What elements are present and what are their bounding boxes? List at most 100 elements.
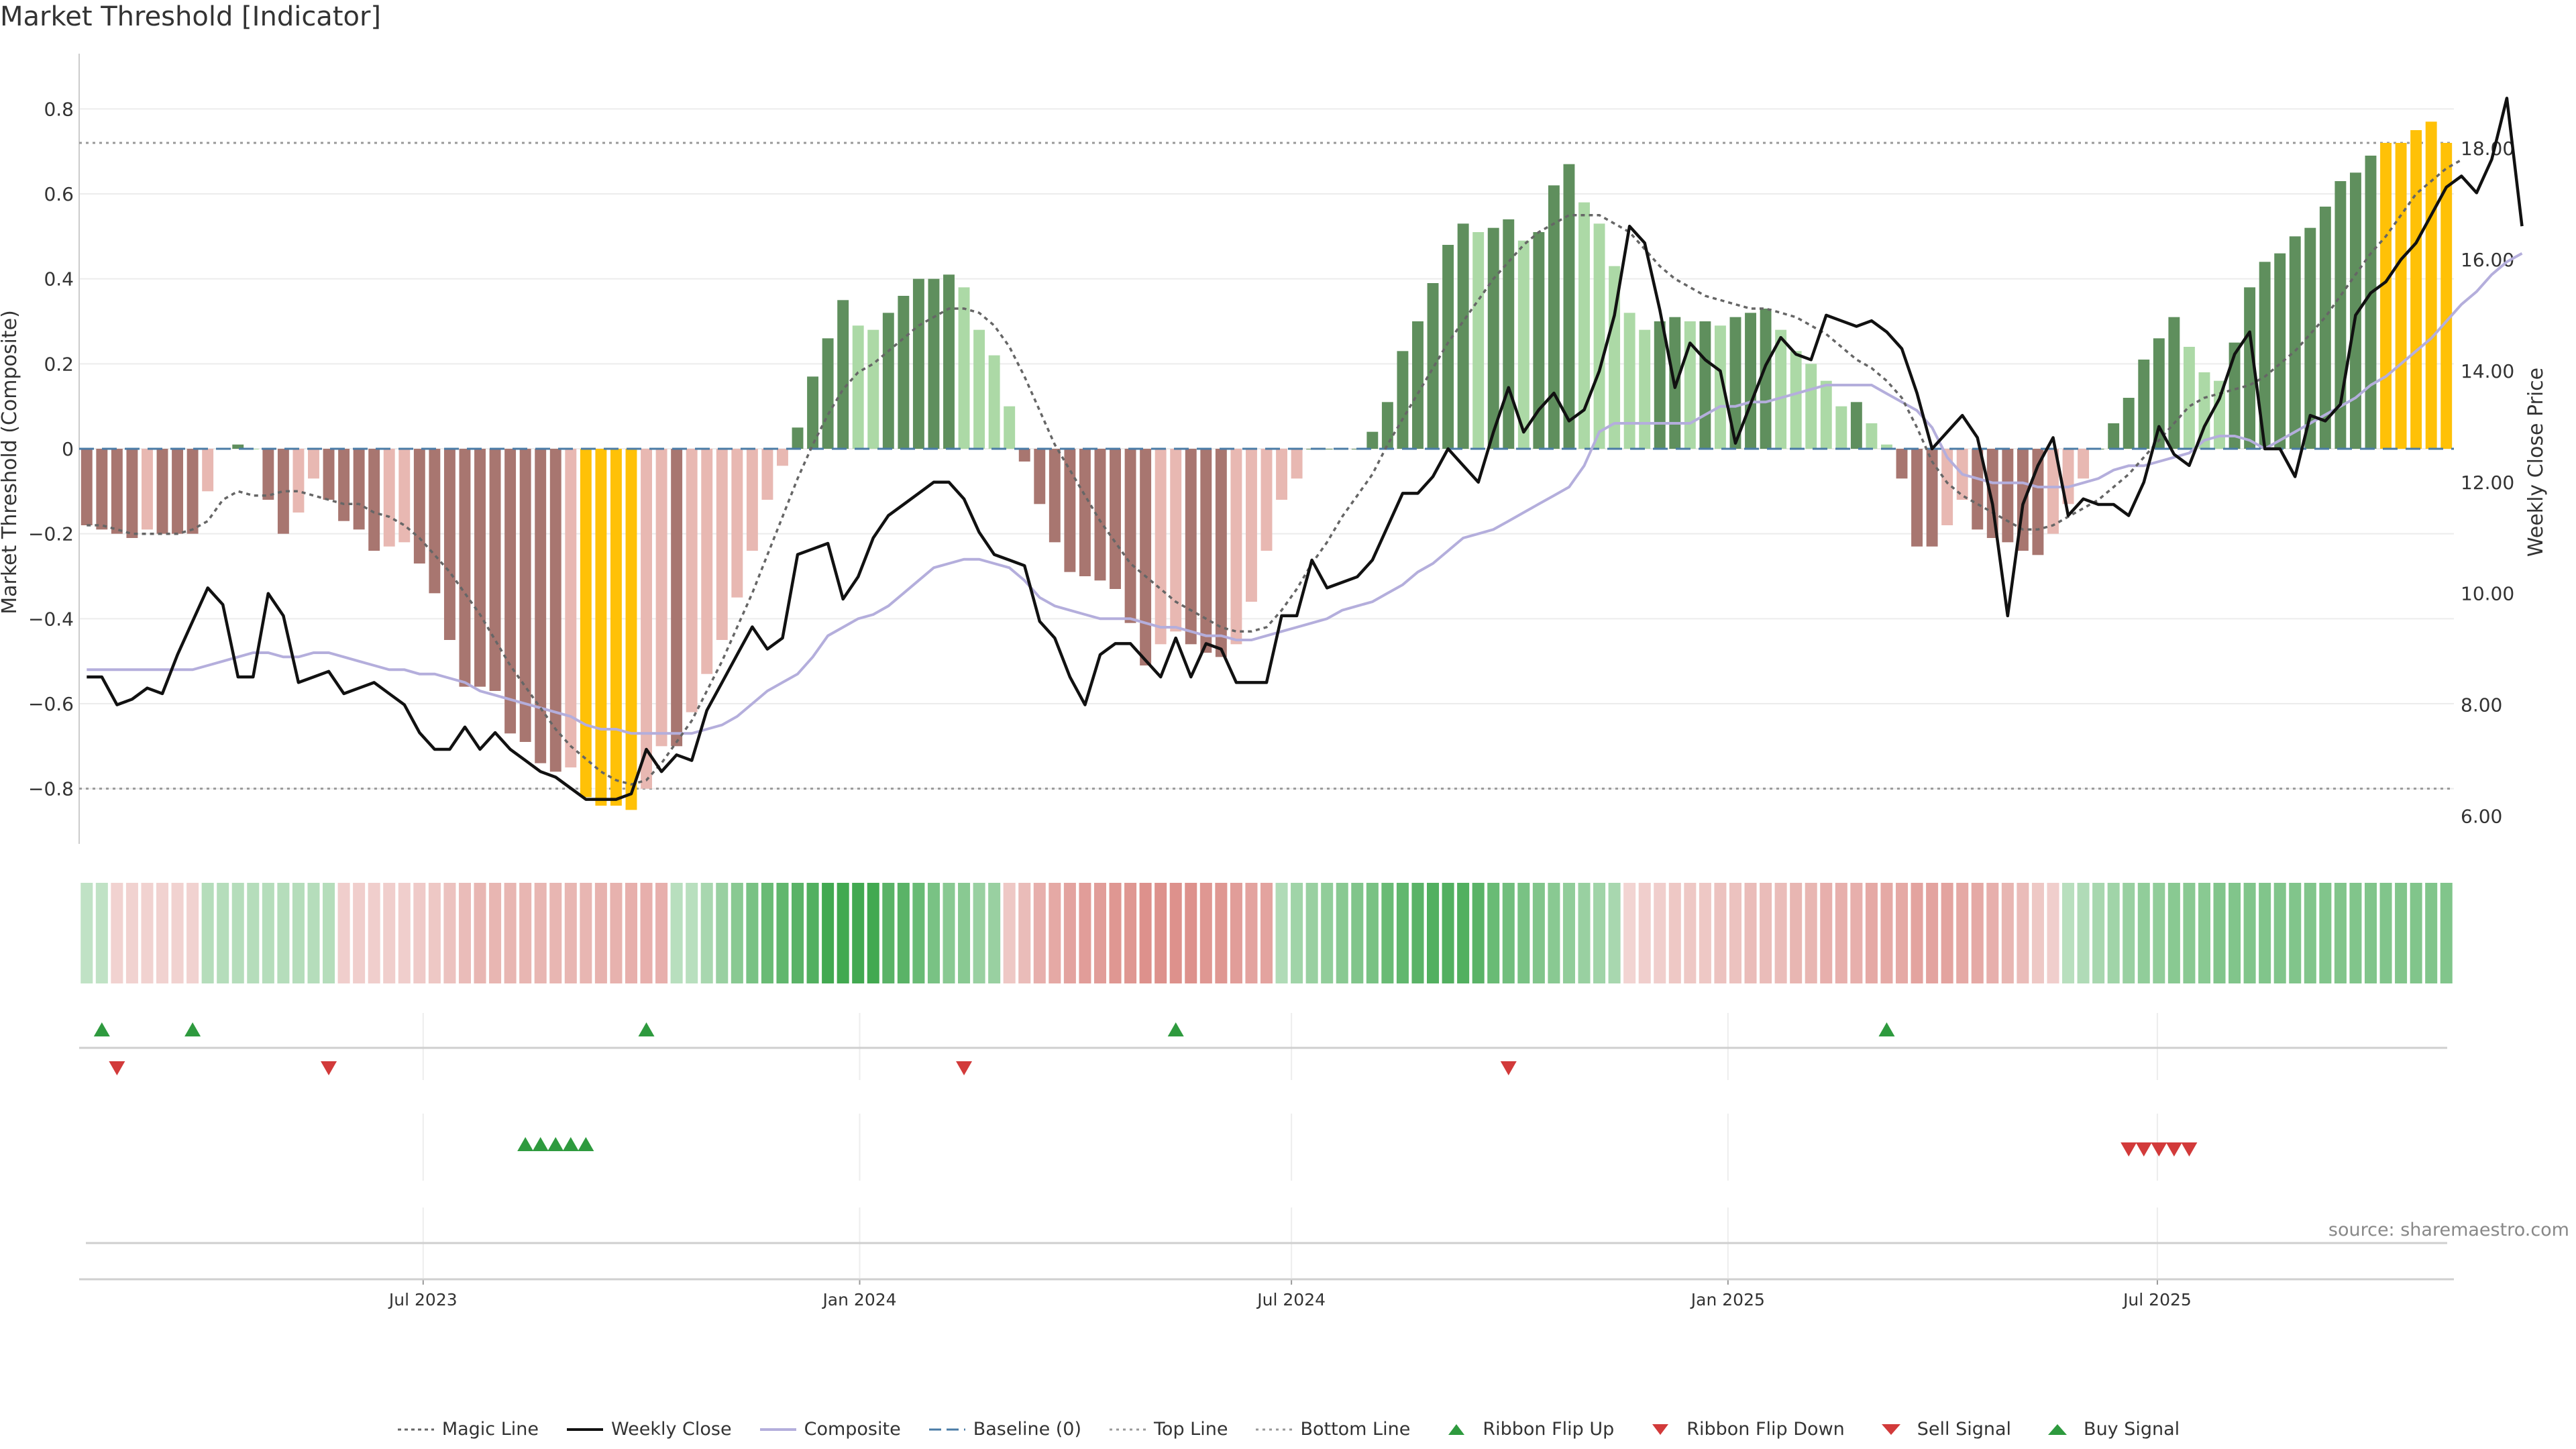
composite-bar — [701, 449, 713, 674]
ribbon-cell — [1760, 883, 1772, 983]
composite-bar — [1487, 227, 1499, 449]
composite-bar — [2123, 398, 2135, 449]
composite-bar — [156, 449, 168, 534]
composite-bar — [262, 449, 274, 500]
ribbon-cell — [1548, 883, 1560, 983]
buy-signal-marker — [562, 1137, 579, 1151]
legend-label: Magic Line — [441, 1419, 539, 1440]
ribbon-cell — [776, 883, 789, 983]
legend-item: Composite — [759, 1419, 901, 1440]
composite-bar — [1200, 449, 1212, 653]
ribbon-cell — [1215, 883, 1228, 983]
ribbon-cell — [1684, 883, 1697, 983]
ribbon-cell — [171, 883, 184, 983]
sell-signal-marker — [2151, 1142, 2167, 1157]
ribbon-cell — [1926, 883, 1939, 983]
ribbon-cell — [1654, 883, 1666, 983]
y-tick-label: −0.6 — [28, 693, 74, 715]
composite-bar — [610, 449, 622, 806]
y-tick-label: 0.6 — [44, 183, 74, 205]
ribbon-cell — [428, 883, 441, 983]
ribbon-cell — [307, 883, 320, 983]
ribbon-cell — [806, 883, 819, 983]
composite-bar — [1049, 449, 1061, 543]
composite-bar — [1972, 449, 1984, 530]
x-tick-label: Jul 2024 — [1256, 1290, 1326, 1309]
y2-axis-label: Weekly Close Price — [2524, 368, 2548, 557]
ribbon-cell — [1351, 883, 1364, 983]
composite-bar — [1260, 449, 1273, 551]
ribbon-flip-up-marker — [638, 1022, 655, 1036]
composite-bar — [1457, 223, 1469, 449]
composite-bar — [2425, 121, 2437, 449]
sell-signal-marker — [2121, 1142, 2137, 1157]
composite-bar — [308, 449, 319, 479]
composite-bar — [761, 449, 773, 500]
composite-bar — [338, 449, 350, 521]
ribbon-cell — [217, 883, 229, 983]
composite-bar — [2229, 342, 2241, 449]
ribbon-cell — [1260, 883, 1273, 983]
ribbon-cell — [988, 883, 1001, 983]
legend-label: Baseline (0) — [973, 1419, 1082, 1440]
composite-bar — [822, 338, 834, 449]
ribbon-cell — [80, 883, 93, 983]
composite-bar — [988, 355, 1000, 449]
composite-bar — [383, 449, 395, 547]
ribbon-cell — [1049, 883, 1061, 983]
ribbon-cell — [1956, 883, 1969, 983]
composite-bar — [943, 274, 955, 449]
buy-signal-marker — [517, 1137, 534, 1151]
ribbon-cell — [504, 883, 517, 983]
composite-bar — [1381, 402, 1393, 449]
ribbon-cell — [489, 883, 502, 983]
ribbon-cell — [231, 883, 244, 983]
legend-item: Ribbon Flip Down — [1641, 1419, 1845, 1440]
ribbon-cell — [2092, 883, 2105, 983]
ribbon-cell — [1623, 883, 1636, 983]
magic-line — [87, 158, 2463, 786]
x-tick-label: Jul 2025 — [2122, 1290, 2192, 1309]
ribbon-cell — [125, 883, 138, 983]
x-tick-label: Jan 2025 — [1690, 1290, 1765, 1309]
composite-bar — [912, 278, 924, 449]
composite-bar — [172, 449, 184, 534]
composite-bar — [1079, 449, 1091, 576]
ribbon-cell — [1820, 883, 1833, 983]
ribbon-cell — [111, 883, 123, 983]
ribbon-cell — [2153, 883, 2165, 983]
ribbon-cell — [2410, 883, 2422, 983]
legend-label: Buy Signal — [2084, 1419, 2180, 1440]
composite-bar — [928, 278, 940, 449]
composite-line — [87, 252, 2523, 735]
ribbon-cell — [927, 883, 940, 983]
ribbon-flip-up-marker — [93, 1022, 110, 1036]
ribbon-cell — [912, 883, 925, 983]
composite-bar — [1291, 449, 1303, 479]
composite-bar — [1911, 449, 1923, 547]
chart-legend: Magic Line Weekly Close Composite Baseline … — [0, 1419, 2576, 1440]
composite-bar — [2168, 317, 2180, 449]
composite-bar — [1684, 321, 1696, 449]
composite-bar — [1064, 449, 1076, 572]
ribbon-cell — [973, 883, 985, 983]
legend-label: Ribbon Flip Up — [1483, 1419, 1615, 1440]
ribbon-cell — [1638, 883, 1651, 983]
composite-bar — [1094, 449, 1106, 581]
ribbon-cell — [1411, 883, 1424, 983]
ribbon-cell — [1427, 883, 1440, 983]
ribbon-cell — [761, 883, 773, 983]
ribbon-flip-down-marker — [956, 1061, 973, 1075]
composite-bar — [1563, 164, 1575, 449]
composite-bar — [1926, 449, 1938, 547]
ribbon-cell — [247, 883, 260, 983]
composite-bar — [323, 449, 335, 500]
ribbon-cell — [1033, 883, 1046, 983]
ribbon-cell — [443, 883, 456, 983]
legend-item: Magic Line — [396, 1419, 539, 1440]
ribbon-cell — [1593, 883, 1606, 983]
composite-bar — [1018, 449, 1030, 462]
composite-bar — [1881, 444, 1892, 449]
composite-bar — [1548, 185, 1560, 449]
